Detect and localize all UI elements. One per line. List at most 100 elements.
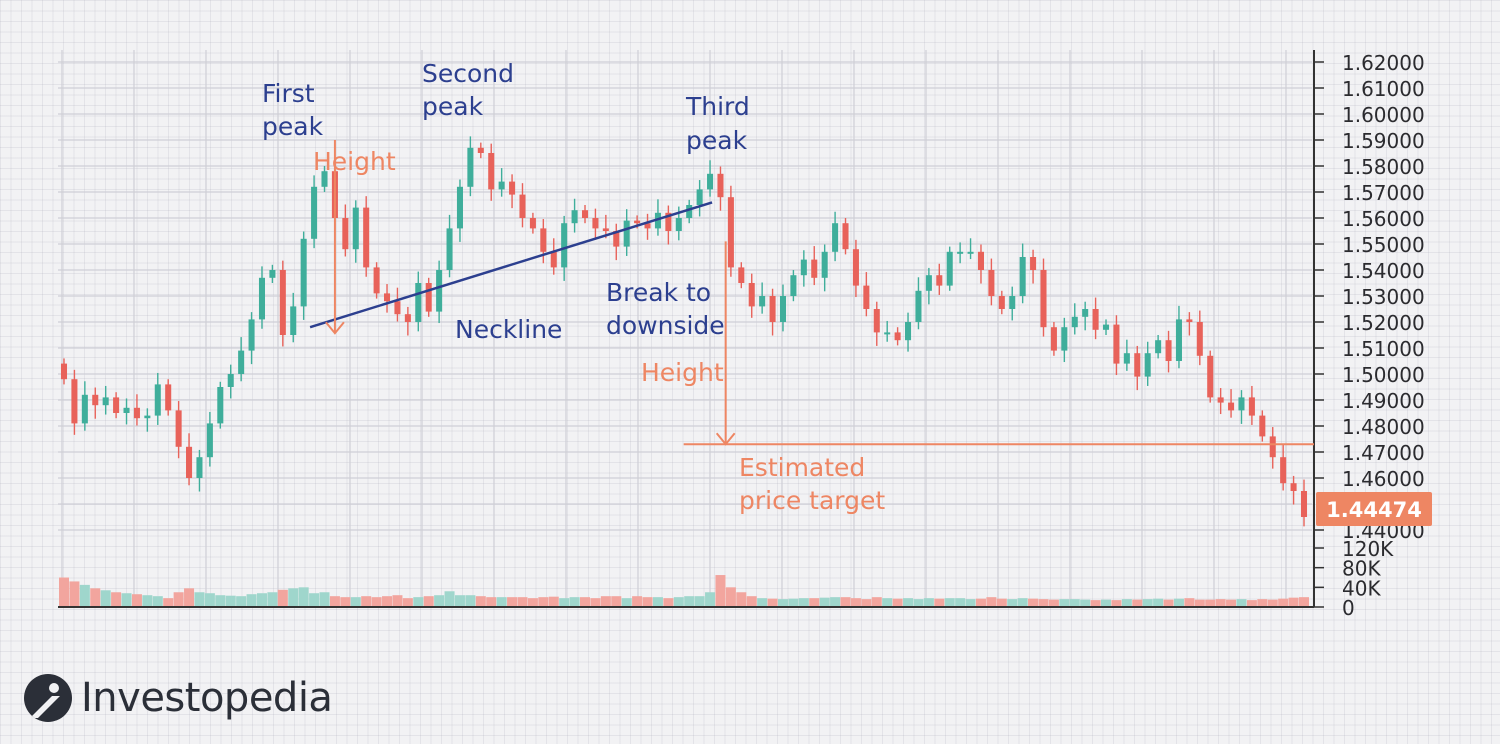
candle-body <box>477 147 484 153</box>
candle-body <box>977 251 984 270</box>
candle-body <box>884 332 891 335</box>
candle-body <box>581 210 589 218</box>
candle-body <box>1144 353 1151 377</box>
volume-bar <box>1059 599 1070 607</box>
third-peak-label-line2: peak <box>686 126 748 155</box>
candle-body <box>1092 309 1099 330</box>
price-tick-label: 1.55000 <box>1342 233 1425 257</box>
price-tick-label: 1.57000 <box>1342 181 1425 205</box>
candle-body <box>800 259 807 276</box>
candle-body <box>519 194 526 218</box>
candle-body <box>154 384 161 416</box>
volume-bar <box>236 596 247 607</box>
candle-body <box>957 251 964 254</box>
candle-body <box>1134 353 1141 377</box>
candle-body <box>217 387 224 424</box>
volume-bar <box>204 593 215 607</box>
candle-body <box>946 251 953 286</box>
volume-bar <box>1184 598 1195 607</box>
volume-bar <box>705 592 716 607</box>
candle-body <box>165 384 172 411</box>
candle-body <box>102 397 109 406</box>
volume-bar <box>673 597 684 607</box>
candle-body <box>123 407 130 413</box>
volume-bar <box>809 598 820 607</box>
volume-bar <box>559 598 570 607</box>
volume-bar <box>1121 599 1132 607</box>
candle-body <box>727 197 734 268</box>
candle-body <box>404 314 411 322</box>
volume-bar <box>361 596 372 607</box>
volume-bar <box>975 598 986 607</box>
candle-body <box>425 283 432 312</box>
volume-bar <box>892 598 903 607</box>
volume-bar <box>246 594 257 607</box>
break-label-line1: Break to <box>606 278 711 307</box>
volume-bar <box>1246 600 1257 607</box>
volume-bar <box>830 597 841 607</box>
volume-bar <box>288 588 299 607</box>
candle-body <box>905 322 912 341</box>
candle-body <box>738 267 745 283</box>
second-peak-label-line1: Second <box>422 59 514 88</box>
price-tick-label: 1.47000 <box>1342 441 1425 465</box>
volume-bar <box>1048 599 1059 607</box>
candle-body <box>269 270 276 278</box>
candle-body <box>696 189 703 205</box>
candle-body <box>227 374 234 387</box>
volume-bar <box>621 598 632 607</box>
volume-bar <box>1226 599 1237 607</box>
candle-body <box>540 228 547 252</box>
volume-bar <box>309 593 320 607</box>
investopedia-logo-icon <box>24 674 72 722</box>
volume-bar <box>1142 599 1153 607</box>
candle-body <box>1290 483 1297 491</box>
candle-body <box>1300 491 1308 517</box>
volume-bar <box>757 598 768 607</box>
price-axis-ticks: 1.620001.610001.600001.590001.580001.570… <box>1314 51 1425 543</box>
volume-bar <box>267 592 278 607</box>
volume-tick-label: 120K <box>1342 537 1394 561</box>
neckline-label: Neckline <box>455 315 562 344</box>
candle-body <box>488 153 495 190</box>
candle-body <box>613 231 620 247</box>
volume-bar <box>277 589 288 607</box>
volume-bar <box>1111 600 1122 607</box>
volume-bar <box>944 598 955 607</box>
volume-bar <box>340 597 351 607</box>
price-tick-label: 1.60000 <box>1342 103 1425 127</box>
volume-bar <box>819 597 830 607</box>
investopedia-logo: Investopedia <box>24 674 333 722</box>
volume-bar <box>58 577 70 607</box>
volume-bar <box>590 598 601 607</box>
candle-body <box>675 218 682 231</box>
candle-body <box>1238 397 1245 411</box>
candle-body <box>634 220 641 224</box>
volume-bar <box>90 588 101 607</box>
price-tick-label: 1.53000 <box>1342 285 1425 309</box>
volume-bar <box>746 596 757 607</box>
volume-bar <box>184 588 195 607</box>
volume-bar <box>767 598 778 607</box>
volume-bar <box>1163 599 1174 607</box>
volume-tick-label: 80K <box>1342 557 1381 581</box>
volume-bar <box>1257 599 1268 607</box>
volume-bar <box>142 595 153 607</box>
candle-body <box>258 277 266 320</box>
candle-body <box>998 296 1005 309</box>
volume-bar <box>996 598 1007 607</box>
candle-body <box>1269 436 1276 458</box>
volume-bar <box>413 597 424 607</box>
volume-bar <box>632 596 643 607</box>
candle-body <box>352 207 359 250</box>
volume-bar <box>1153 598 1164 607</box>
volume-bar <box>69 581 80 607</box>
candle-body <box>550 251 557 268</box>
candle-body <box>1030 257 1037 270</box>
volume-bar <box>163 598 174 607</box>
height-arrow-left-head <box>325 321 345 335</box>
candle-body <box>665 212 672 231</box>
candle-body <box>602 228 609 231</box>
volume-bar <box>517 597 528 607</box>
